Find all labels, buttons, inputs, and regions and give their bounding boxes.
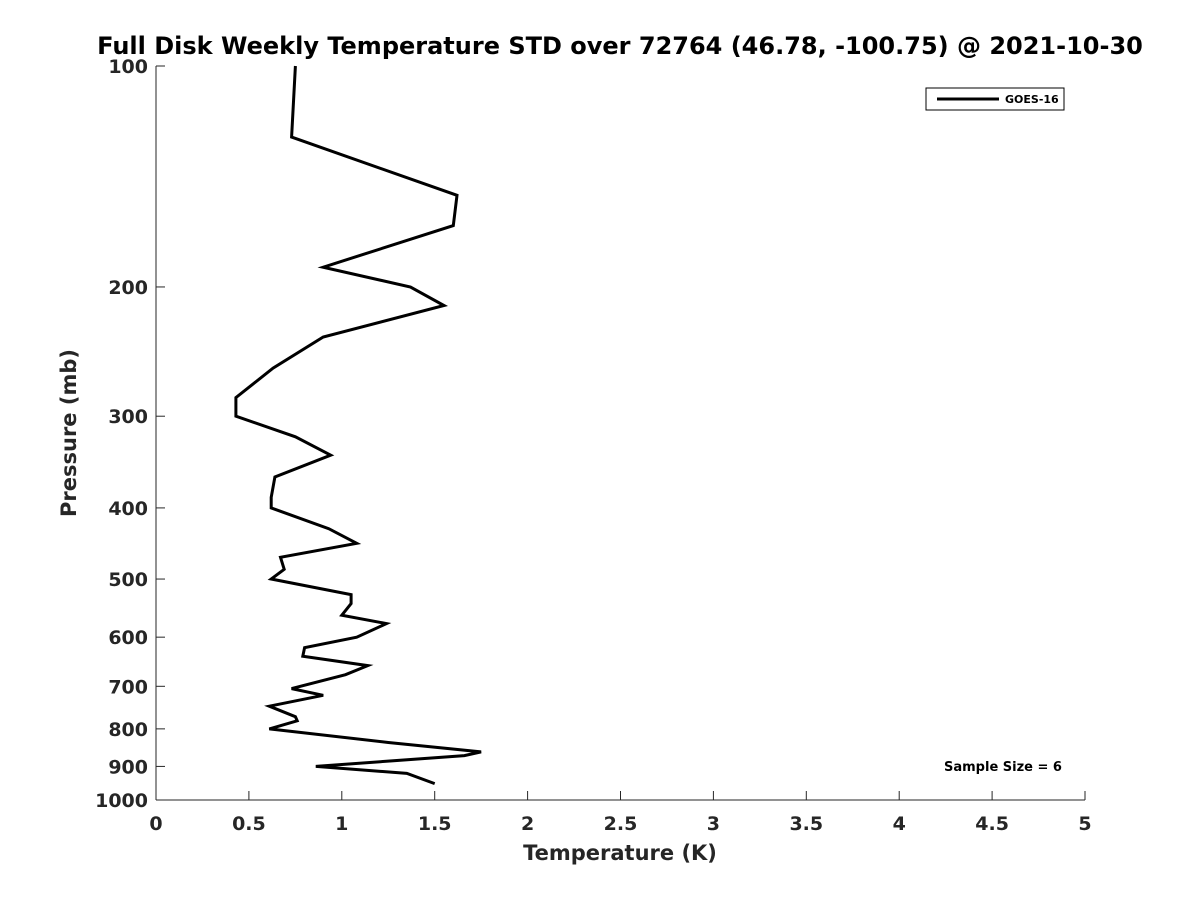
x-tick-label: 2 bbox=[521, 813, 534, 835]
sample-size-annotation: Sample Size = 6 bbox=[944, 760, 1062, 775]
y-tick-label: 600 bbox=[108, 627, 148, 649]
y-tick-label: 300 bbox=[108, 406, 148, 428]
x-tick-label: 1 bbox=[335, 813, 348, 835]
y-tick-label: 200 bbox=[108, 277, 148, 299]
y-tick-label: 100 bbox=[108, 56, 148, 78]
y-tick-label: 400 bbox=[108, 498, 148, 520]
y-tick-label: 800 bbox=[108, 719, 148, 741]
x-tick-label: 3 bbox=[707, 813, 720, 835]
x-ticks: 0 0.5 1 1.5 2 2.5 3 3.5 4 4.5 5 bbox=[149, 791, 1092, 835]
x-tick-label: 2.5 bbox=[604, 813, 638, 835]
y-axis-label: Pressure (mb) bbox=[57, 349, 81, 517]
x-tick-label: 3.5 bbox=[789, 813, 823, 835]
y-tick-label: 700 bbox=[108, 676, 148, 698]
x-tick-label: 4 bbox=[893, 813, 906, 835]
y-ticks: 100 200 300 400 500 600 700 800 900 1000 bbox=[95, 56, 165, 812]
x-tick-label: 1.5 bbox=[418, 813, 452, 835]
y-tick-label: 500 bbox=[108, 569, 148, 591]
x-tick-label: 0 bbox=[149, 813, 162, 835]
x-tick-label: 4.5 bbox=[975, 813, 1009, 835]
legend-label-goes-16: GOES-16 bbox=[1005, 93, 1059, 106]
series-line-goes-16 bbox=[234, 65, 482, 786]
x-tick-label: 0.5 bbox=[232, 813, 266, 835]
series-layer bbox=[234, 65, 482, 786]
chart-title: Full Disk Weekly Temperature STD over 72… bbox=[97, 32, 1143, 60]
legend: GOES-16 bbox=[925, 87, 1065, 111]
x-tick-label: 5 bbox=[1078, 813, 1091, 835]
x-axis-label: Temperature (K) bbox=[523, 841, 717, 865]
y-tick-label: 900 bbox=[108, 756, 148, 778]
y-tick-label: 1000 bbox=[95, 790, 148, 812]
